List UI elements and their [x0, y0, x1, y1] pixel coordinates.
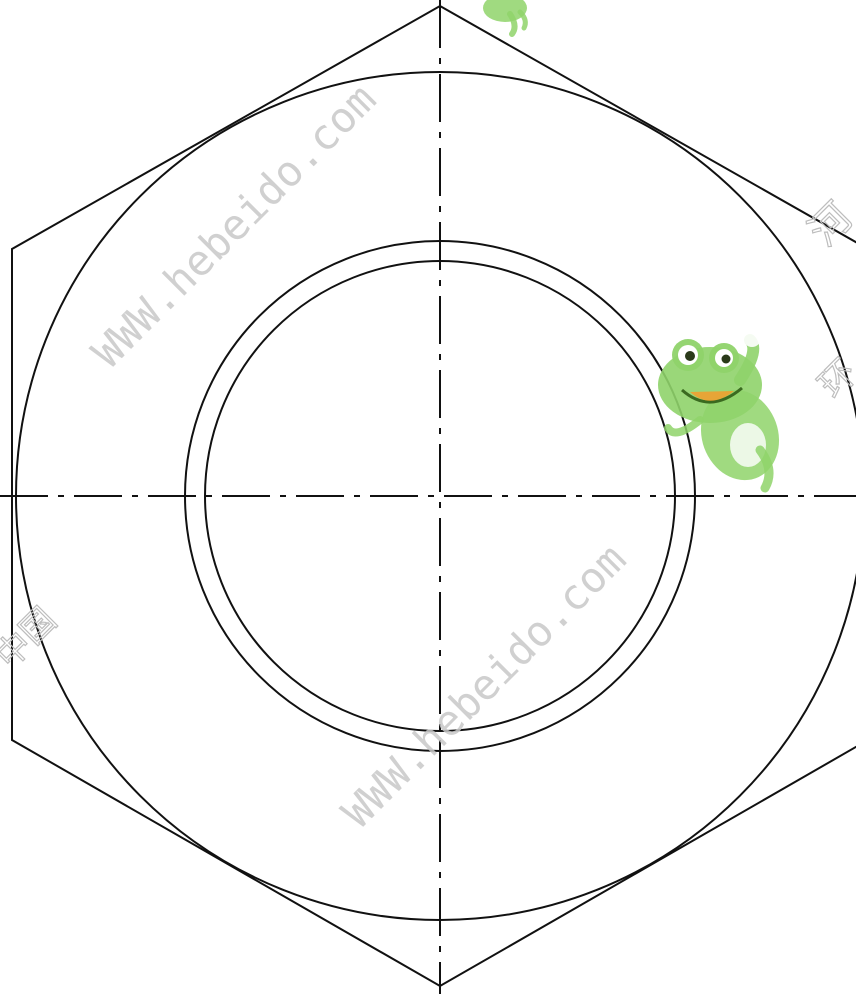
chamfer-circle: [15, 71, 856, 921]
watermark-url-center: WWW.hebeido.com: [332, 534, 635, 837]
frog-mascot-top-icon: [483, 0, 528, 37]
watermark-cn-left: 中国: [0, 600, 64, 676]
watermark-cn-right-top: 河: [801, 194, 856, 255]
watermark-cn-right-mid: 环: [811, 352, 856, 406]
frog-mascot-icon: [658, 329, 780, 493]
watermark-url-upper: WWW.hebeido.com: [82, 74, 385, 377]
